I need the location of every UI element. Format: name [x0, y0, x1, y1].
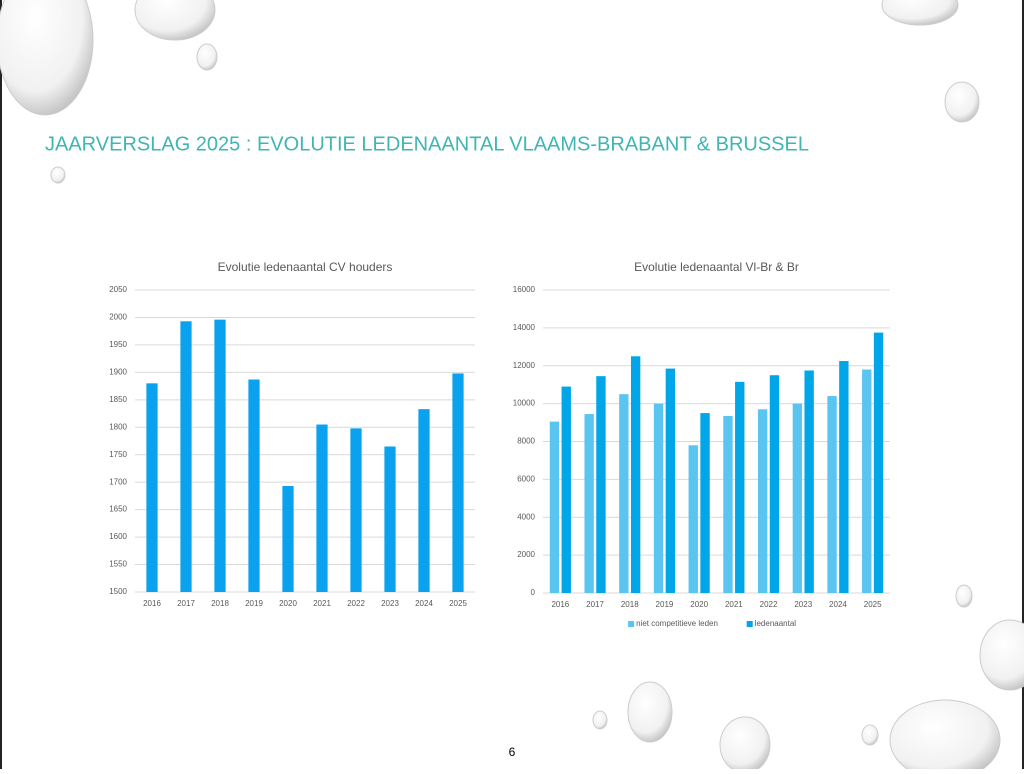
y-tick-label: 1850	[109, 395, 127, 404]
bar	[666, 369, 675, 593]
y-tick-label: 4000	[517, 512, 535, 521]
bar	[418, 409, 429, 592]
x-tick-label: 2016	[143, 599, 161, 608]
y-tick-label: 6000	[517, 474, 535, 483]
y-tick-label: 1700	[109, 477, 127, 486]
x-tick-label: 2021	[313, 599, 331, 608]
x-tick-label: 2019	[656, 600, 674, 609]
x-tick-label: 2020	[690, 600, 708, 609]
bar	[689, 445, 698, 593]
page: {"slide": {"title": "JAARVERSLAG 2025 : …	[0, 0, 1024, 769]
bar	[723, 416, 732, 593]
bar	[700, 413, 709, 593]
x-tick-label: 2016	[551, 600, 569, 609]
bar	[214, 320, 225, 592]
y-tick-label: 2000	[109, 313, 127, 322]
bar	[584, 414, 593, 593]
x-tick-label: 2018	[211, 599, 229, 608]
bar	[735, 382, 744, 593]
y-tick-label: 10000	[513, 399, 536, 408]
bar	[827, 396, 836, 593]
bar	[804, 370, 813, 593]
x-tick-label: 2017	[586, 600, 604, 609]
chart-title: Evolutie ledenaantal Vl-Br & Br	[634, 260, 799, 274]
slide: JAARVERSLAG 2025 : EVOLUTIE LEDENAANTAL …	[0, 0, 1024, 769]
x-tick-label: 2019	[245, 599, 263, 608]
y-tick-label: 1500	[109, 587, 127, 596]
bar	[550, 422, 559, 593]
y-tick-label: 14000	[513, 323, 536, 332]
bar	[654, 404, 663, 593]
legend-label: niet competitieve leden	[636, 619, 718, 628]
legend-swatch	[628, 621, 634, 627]
bar	[631, 356, 640, 593]
bar	[770, 375, 779, 593]
bar	[248, 380, 259, 592]
bar	[562, 387, 571, 593]
chart-title: Evolutie ledenaantal CV houders	[218, 260, 393, 274]
bar	[874, 333, 883, 593]
y-tick-label: 12000	[513, 361, 536, 370]
y-tick-label: 1650	[109, 505, 127, 514]
legend-swatch	[747, 621, 753, 627]
bar	[758, 409, 767, 593]
y-tick-label: 1750	[109, 450, 127, 459]
bar	[596, 376, 605, 593]
y-tick-label: 16000	[513, 285, 536, 294]
bar	[350, 428, 361, 592]
legend-label: ledenaantal	[755, 619, 797, 628]
bar	[793, 404, 802, 593]
x-tick-label: 2018	[621, 600, 639, 609]
bar	[384, 446, 395, 592]
y-tick-label: 2050	[109, 285, 127, 294]
y-tick-label: 1950	[109, 340, 127, 349]
x-tick-label: 2021	[725, 600, 743, 609]
bar	[619, 394, 628, 593]
bar	[862, 370, 871, 593]
y-tick-label: 1550	[109, 560, 127, 569]
slide-title: JAARVERSLAG 2025 : EVOLUTIE LEDENAANTAL …	[45, 133, 809, 155]
y-tick-label: 8000	[517, 437, 535, 446]
x-tick-label: 2022	[347, 599, 365, 608]
bar	[316, 425, 327, 592]
x-tick-label: 2024	[829, 600, 847, 609]
page-number: 6	[509, 745, 516, 759]
bar	[180, 321, 191, 592]
x-tick-label: 2024	[415, 599, 433, 608]
x-tick-label: 2025	[864, 600, 882, 609]
bar	[452, 373, 463, 592]
x-tick-label: 2023	[794, 600, 812, 609]
x-tick-label: 2023	[381, 599, 399, 608]
y-tick-label: 2000	[517, 550, 535, 559]
x-tick-label: 2022	[760, 600, 778, 609]
bar	[146, 383, 157, 592]
y-tick-label: 1900	[109, 367, 127, 376]
x-tick-label: 2020	[279, 599, 297, 608]
y-tick-label: 0	[531, 588, 536, 597]
y-tick-label: 1600	[109, 532, 127, 541]
x-tick-label: 2025	[449, 599, 467, 608]
bar	[282, 486, 293, 592]
x-tick-label: 2017	[177, 599, 195, 608]
bar	[839, 361, 848, 593]
y-tick-label: 1800	[109, 422, 127, 431]
